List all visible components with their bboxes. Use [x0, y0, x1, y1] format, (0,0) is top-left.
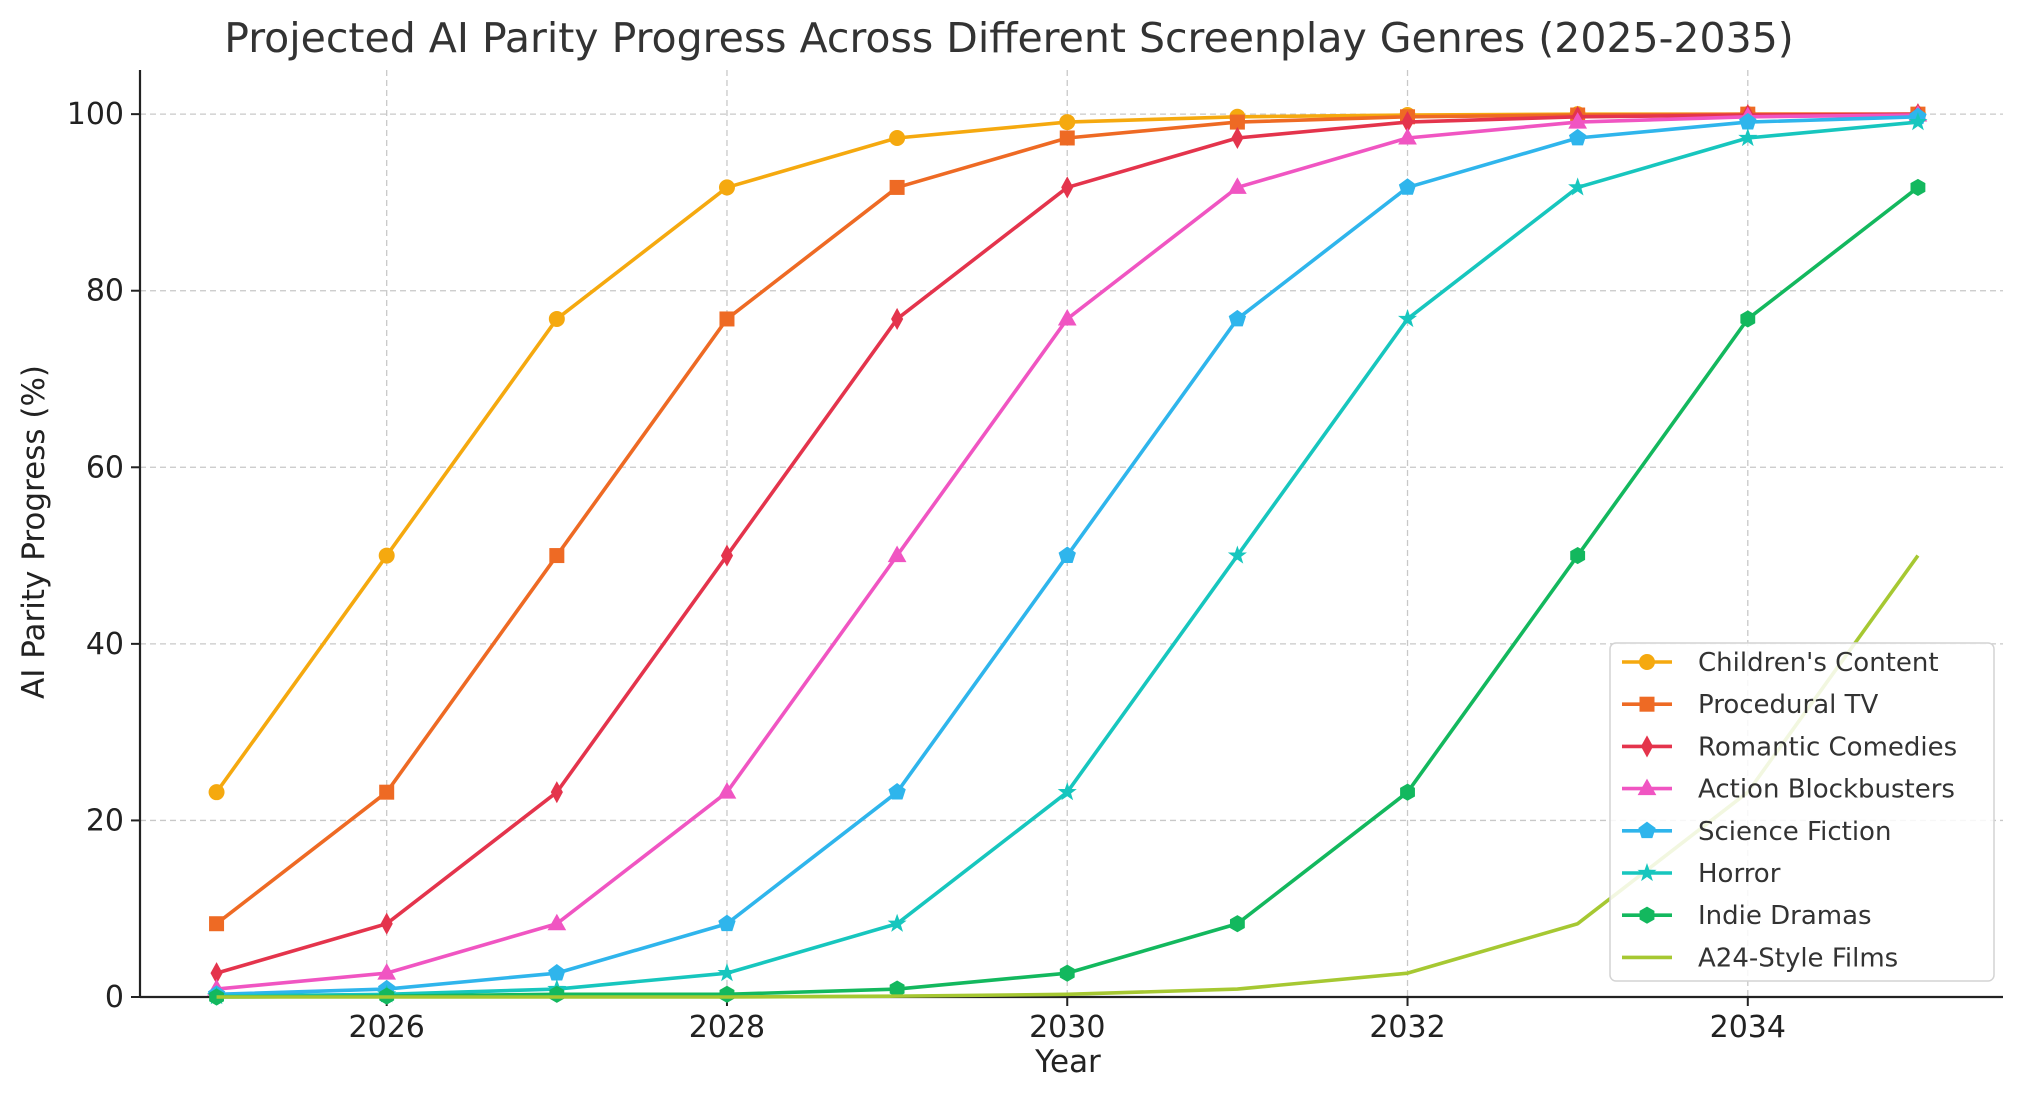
legend-item: A24-Style Films	[1622, 943, 1898, 973]
data-point	[209, 916, 225, 932]
data-point	[379, 784, 395, 800]
chart-title: Projected AI Parity Progress Across Diff…	[224, 14, 1794, 62]
data-point	[887, 913, 907, 932]
legend-marker	[1638, 821, 1656, 839]
data-point	[1061, 176, 1074, 199]
data-point	[1059, 130, 1075, 146]
y-tick-label: 40	[86, 627, 124, 662]
legend-label: Horror	[1698, 859, 1781, 889]
x-tick-label: 2028	[689, 1010, 765, 1045]
data-point	[549, 985, 565, 1003]
legend-label: Procedural TV	[1698, 690, 1879, 720]
data-point	[1231, 126, 1244, 150]
data-point	[548, 964, 566, 981]
legend-label: Romantic Comedies	[1698, 732, 1957, 762]
y-tick-label: 20	[86, 803, 124, 838]
data-point	[718, 179, 735, 196]
legend-label: Action Blockbusters	[1698, 775, 1955, 805]
x-tick-label: 2026	[349, 1010, 425, 1045]
data-point	[1908, 112, 1928, 131]
legend-item: Indie Dramas	[1622, 901, 1872, 931]
y-tick-label: 100	[67, 97, 124, 132]
data-point	[380, 912, 393, 935]
series-2	[210, 103, 1925, 985]
legend-item: Science Fiction	[1622, 817, 1891, 847]
legend-marker	[1639, 906, 1655, 924]
data-point	[717, 782, 737, 799]
data-point	[1568, 128, 1587, 146]
data-point	[548, 310, 565, 327]
series-5	[207, 112, 1928, 1005]
x-tick-label: 2030	[1029, 1010, 1105, 1045]
data-point	[887, 545, 907, 563]
data-point	[378, 547, 395, 564]
y-tick-label: 60	[86, 450, 124, 485]
data-point	[208, 784, 225, 801]
data-point	[1059, 114, 1076, 131]
data-point	[889, 129, 906, 146]
ticks-layer: 0 20 40 60 80 100 2026 2028 2030 2032 2034	[67, 97, 1786, 1045]
data-point	[718, 914, 736, 932]
data-point	[719, 311, 735, 327]
legend-item: Children's Content	[1622, 648, 1939, 678]
data-point	[888, 783, 906, 800]
x-axis-label: Year	[1034, 1044, 1101, 1080]
legend-item: Horror	[1622, 859, 1781, 889]
legend-box	[1609, 642, 1995, 982]
legend-marker	[1639, 654, 1655, 670]
y-axis-label: AI Parity Progress (%)	[16, 365, 52, 699]
x-tick-label: 2034	[1710, 1010, 1786, 1045]
data-point	[889, 179, 905, 195]
data-point	[719, 985, 735, 1003]
series-layer	[207, 103, 1928, 1006]
data-point	[717, 963, 737, 982]
data-point	[1058, 546, 1076, 563]
legend-marker	[1639, 696, 1655, 712]
legend-label: Children's Content	[1698, 648, 1939, 678]
data-point	[1568, 177, 1588, 196]
legend-label: Indie Dramas	[1698, 901, 1872, 931]
legend-item: Action Blockbusters	[1622, 775, 1955, 805]
legend-marker	[1637, 862, 1657, 882]
data-point	[1568, 112, 1588, 129]
data-point	[549, 548, 565, 564]
data-point	[1229, 915, 1245, 933]
legend-label: Science Fiction	[1698, 817, 1891, 847]
data-point	[1398, 178, 1417, 195]
data-point	[377, 963, 397, 980]
legend-marker	[1640, 735, 1654, 758]
data-point	[1227, 545, 1247, 564]
data-point	[1397, 308, 1418, 328]
data-point	[1057, 308, 1077, 326]
data-point	[720, 544, 734, 567]
x-tick-label: 2032	[1369, 1010, 1445, 1045]
data-point	[547, 913, 567, 931]
data-point	[1738, 127, 1758, 147]
data-point	[1910, 178, 1926, 196]
data-point	[1228, 177, 1247, 194]
y-tick-label: 80	[86, 274, 124, 309]
legend: Children's Content Procedural TV Romantic …	[1609, 642, 1995, 982]
legend-label: A24-Style Films	[1698, 943, 1898, 973]
legend-marker	[1637, 778, 1657, 796]
data-point	[891, 307, 904, 331]
data-point	[1400, 783, 1415, 801]
data-point	[1059, 964, 1075, 982]
y-tick-label: 0	[105, 980, 124, 1015]
legend-item: Procedural TV	[1622, 690, 1879, 720]
data-point	[1057, 782, 1077, 801]
data-point	[1740, 310, 1756, 328]
data-point	[550, 781, 563, 804]
legend-item: Romantic Comedies	[1622, 732, 1957, 762]
data-point	[1398, 127, 1417, 145]
data-point	[1570, 546, 1586, 565]
data-point	[1228, 309, 1247, 327]
